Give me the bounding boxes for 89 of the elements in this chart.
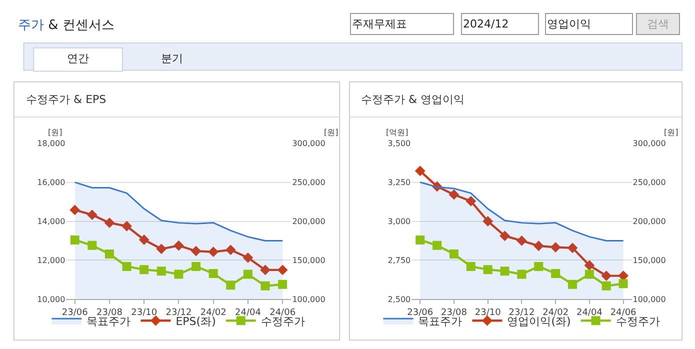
x-tick-label: 23/10	[131, 308, 158, 318]
point	[601, 270, 612, 281]
point	[156, 244, 167, 254]
text: 연간	[67, 52, 89, 65]
point	[70, 235, 80, 244]
x-tick-label: 23/06	[62, 308, 88, 318]
point	[208, 246, 219, 258]
point	[174, 270, 184, 279]
point	[190, 246, 202, 256]
point	[533, 240, 544, 252]
point	[500, 230, 510, 242]
y2-tick-label: 250,000	[292, 178, 326, 188]
y-tick-label: 18,000	[37, 139, 66, 148]
point	[122, 220, 132, 232]
text: 영업이익	[547, 18, 591, 30]
point	[448, 189, 460, 200]
point	[550, 242, 561, 252]
point	[192, 262, 201, 271]
y-tick-label: 12,000	[37, 256, 66, 266]
y-tick-label: 10,000	[37, 294, 66, 304]
x-tick-label: 24/04	[576, 308, 603, 318]
point	[602, 281, 611, 290]
point	[416, 235, 425, 244]
point	[466, 262, 476, 271]
point	[226, 280, 236, 290]
point	[551, 268, 560, 278]
point	[138, 234, 150, 245]
point	[618, 279, 628, 288]
y-tick-label: 14,000	[37, 217, 66, 226]
point	[260, 264, 270, 276]
text: 2024/12	[463, 18, 509, 30]
y2-tick-label: 300,000	[632, 139, 666, 148]
point	[414, 166, 426, 176]
y2-tick-label: 250,000	[632, 178, 666, 188]
point	[466, 196, 476, 206]
point	[104, 249, 114, 258]
y2-tick-label: 100,000	[632, 294, 666, 304]
y-tick-label: 3,000	[388, 217, 411, 226]
point	[567, 242, 578, 254]
point	[483, 265, 492, 274]
y-axis-title: [억원]	[386, 128, 408, 137]
point	[432, 240, 442, 250]
point	[500, 266, 510, 276]
point	[140, 265, 149, 274]
point	[584, 260, 595, 271]
point	[260, 281, 270, 290]
point	[104, 218, 115, 228]
text: 검색	[647, 18, 669, 30]
y-tick-label: 2,750	[388, 256, 411, 266]
y-tick-label: 3,500	[388, 139, 411, 148]
point	[278, 280, 288, 289]
point	[482, 216, 494, 226]
point	[516, 236, 527, 246]
y2-tick-label: 150,000	[632, 256, 666, 266]
point	[243, 270, 252, 279]
y2-tick-label: 150,000	[292, 256, 326, 266]
chart-title: 수정주가 & EPS	[26, 93, 106, 106]
point	[618, 270, 628, 281]
point	[225, 244, 236, 256]
y2-tick-label: 300,000	[292, 139, 326, 148]
point	[534, 262, 544, 271]
point	[174, 240, 184, 251]
x-tick-label: 23/10	[474, 308, 502, 318]
chart-title: 수정주가 & 영업이익	[361, 93, 465, 106]
y2-tick-label: 200,000	[292, 217, 326, 226]
y-tick-label: 3,250	[388, 178, 411, 188]
y-axis-title: [원]	[48, 128, 62, 137]
y2-tick-label: 100,000	[292, 294, 326, 304]
text: 분기	[161, 52, 183, 65]
point	[156, 266, 166, 276]
text: 주가 & 컨센서스	[18, 18, 114, 33]
point	[88, 240, 97, 250]
point	[86, 210, 98, 220]
point	[568, 280, 577, 289]
y2-axis-title: [원]	[664, 128, 678, 137]
y-tick-label: 16,000	[37, 178, 66, 188]
point	[208, 268, 218, 278]
y-tick-label: 2,500	[388, 294, 411, 304]
point	[242, 252, 254, 263]
x-tick-label: 24/04	[234, 308, 262, 318]
point	[517, 270, 526, 279]
text: 주재무제표	[352, 18, 407, 30]
y2-axis-title: [원]	[324, 128, 338, 137]
y2-tick-label: 200,000	[632, 217, 666, 226]
point	[277, 264, 288, 276]
point	[122, 262, 132, 271]
point	[70, 204, 80, 216]
point	[584, 270, 594, 279]
point	[449, 249, 458, 258]
